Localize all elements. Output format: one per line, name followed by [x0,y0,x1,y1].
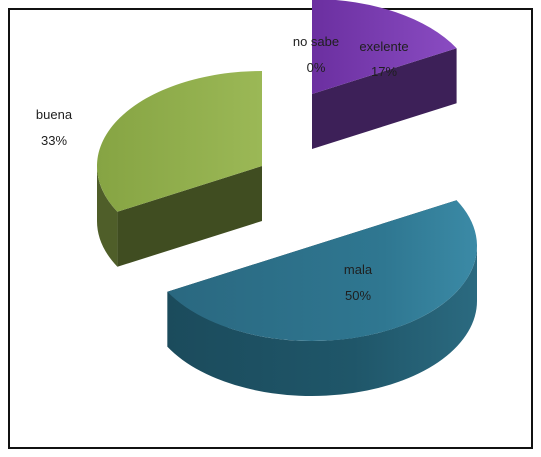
slice-label-no-sabe: no sabe [293,34,339,49]
slice-mala-top [167,200,477,341]
slice-label-buena: buena [36,107,73,122]
slice-value-exelente: 17% [371,64,397,79]
slice-mala-wall [167,246,477,396]
slice-buena-wall [97,166,118,267]
slice-value-no-sabe: 0% [307,60,326,75]
slice-buena-top [97,71,263,212]
pie-slices [97,0,477,396]
slice-exelente-side-end [312,48,457,150]
slice-buena [97,71,263,267]
pie-labels: no sabe 0% exelente 17% buena 33% mala 5… [36,34,409,303]
slice-exelente [312,0,457,150]
slice-exelente-top [312,0,457,94]
slice-value-mala: 50% [345,288,371,303]
slice-label-exelente: exelente [359,39,408,54]
slice-value-buena: 33% [41,133,67,148]
slice-mala [167,200,477,396]
slice-buena-side-start [117,166,263,267]
slice-label-mala: mala [344,262,373,277]
